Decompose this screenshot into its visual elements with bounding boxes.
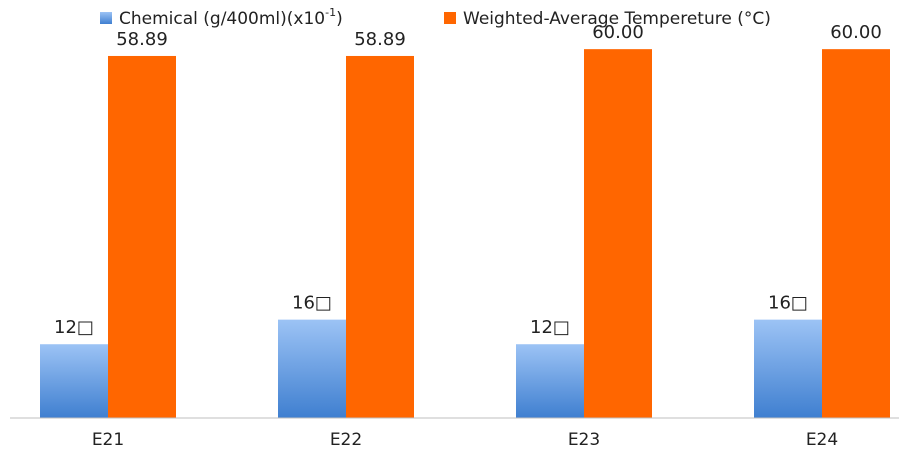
bar-temperature-e21 <box>108 55 176 418</box>
x-tick-label-e23: E23 <box>568 430 600 450</box>
bar-temperature-e22 <box>346 55 414 418</box>
plot-area: 12□ 58.89 E21 16□ 58.89 E22 12□ 60.00 E23 16□ 60.0… <box>40 22 890 450</box>
data-label-chemical-e23: 12□ <box>530 317 570 338</box>
bar-temperature-e24 <box>822 49 890 418</box>
data-label-temperature-e24: 60.00 <box>830 22 882 43</box>
legend-label-temperature: Weighted-Average Tempereture (°C) <box>463 9 771 29</box>
legend-swatch-chemical <box>100 12 112 24</box>
data-label-chemical-e22: 16□ <box>292 293 332 314</box>
bar-chemical-e24 <box>754 319 822 418</box>
x-tick-label-e21: E21 <box>92 430 124 450</box>
bar-temperature-e23 <box>584 49 652 418</box>
data-label-chemical-e24: 16□ <box>768 293 808 314</box>
bar-chemical-e22 <box>278 319 346 418</box>
data-label-temperature-e23: 60.00 <box>592 22 644 43</box>
data-label-chemical-e21: 12□ <box>54 317 94 338</box>
data-label-temperature-e21: 58.89 <box>116 29 168 50</box>
legend-label-chemical: Chemical (g/400ml)(x10-1) <box>119 6 343 29</box>
bar-chemical-e23 <box>516 344 584 418</box>
legend-swatch-temperature <box>444 12 456 24</box>
legend: Chemical (g/400ml)(x10-1) Weighted-Avera… <box>100 6 771 29</box>
bar-chemical-e21 <box>40 344 108 418</box>
x-tick-label-e22: E22 <box>330 430 362 450</box>
x-tick-label-e24: E24 <box>806 430 838 450</box>
data-label-temperature-e22: 58.89 <box>354 29 406 50</box>
